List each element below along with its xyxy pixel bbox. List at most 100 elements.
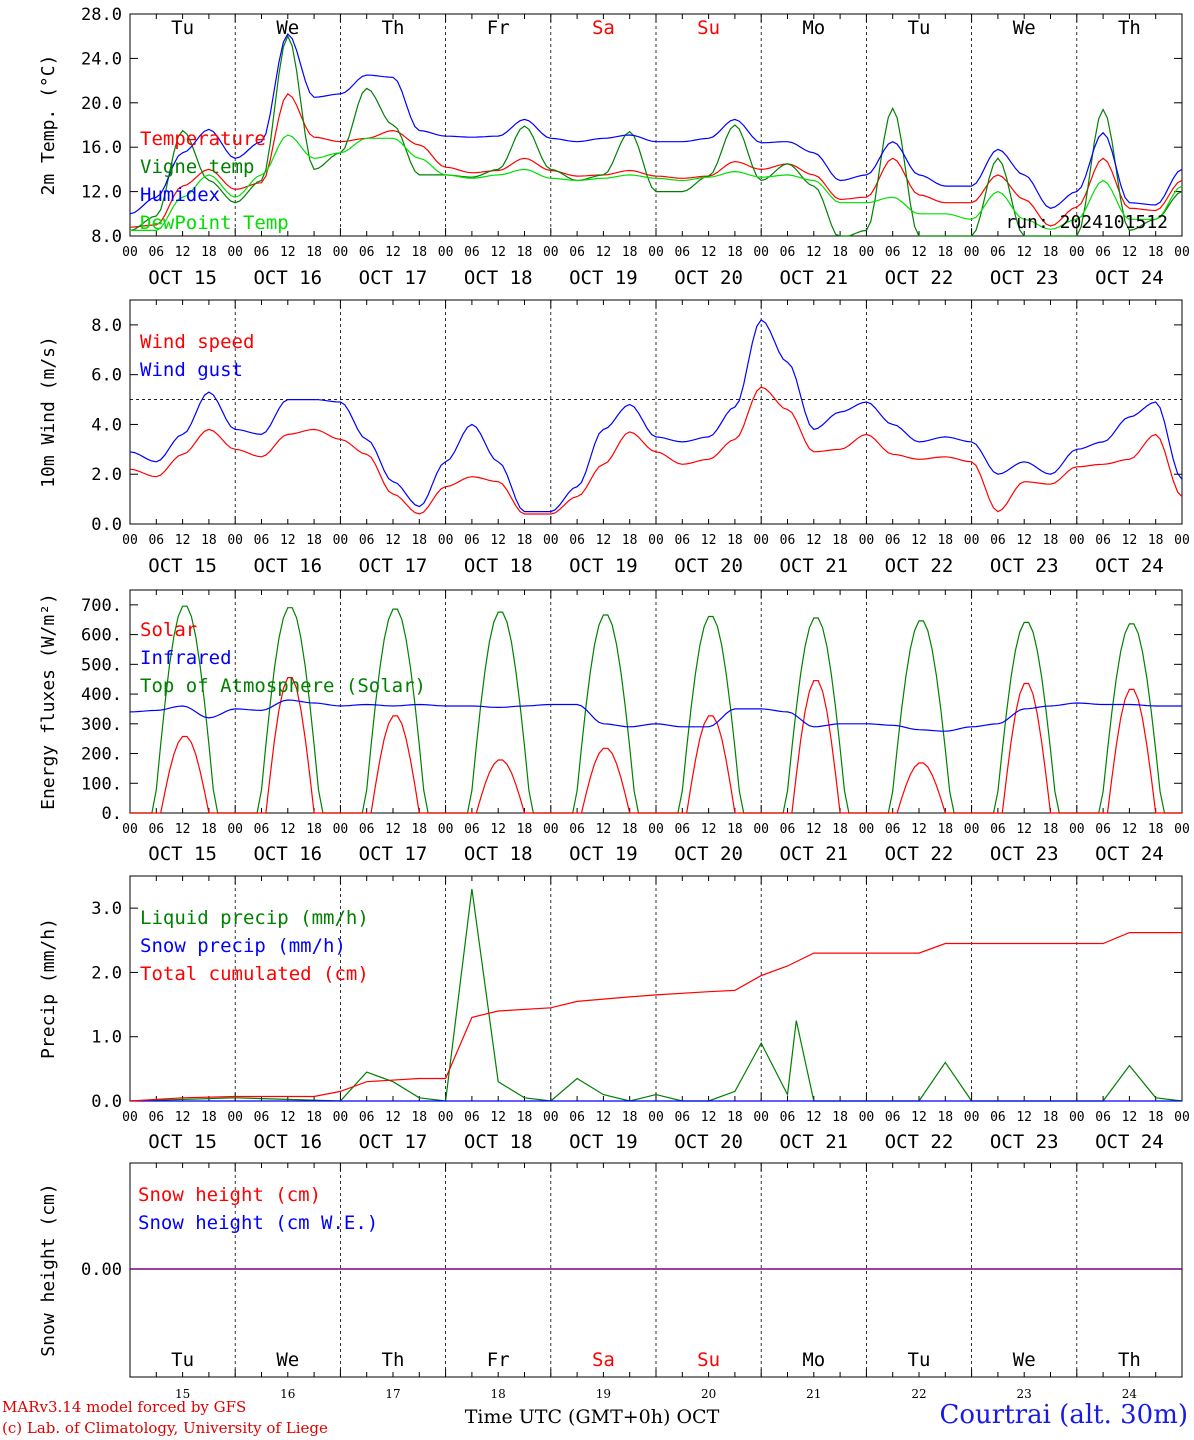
hour-label: 00 <box>1069 533 1085 548</box>
date-label: OCT 18 <box>464 267 533 289</box>
credit-lab: (c) Lab. of Climatology, University of L… <box>2 1419 328 1437</box>
cumulated-precip-line <box>129 931 1182 1102</box>
date-label: OCT 24 <box>1095 267 1164 289</box>
y-tick-label: 12.0 <box>81 183 122 203</box>
hour-label: 06 <box>885 245 901 260</box>
weekday-label: Mo <box>802 17 825 39</box>
hour-label: 18 <box>306 822 322 837</box>
location-label: Courtrai (alt. 30m) <box>939 1400 1189 1430</box>
hour-label: 12 <box>1016 533 1032 548</box>
weekday-label: Tu <box>908 1349 931 1371</box>
series-line <box>129 93 1183 228</box>
hour-label: 00 <box>753 822 769 837</box>
legend-entry: Top of Atmosphere (Solar) <box>140 675 426 697</box>
hour-label: 00 <box>859 822 875 837</box>
weekday-label: Th <box>382 17 405 39</box>
hour-label: 00 <box>964 1110 980 1125</box>
hour-label: 12 <box>385 245 401 260</box>
hour-label: 06 <box>464 533 480 548</box>
date-label: OCT 21 <box>779 555 848 577</box>
legend-entry: Wind speed <box>140 331 254 353</box>
series-line <box>129 386 1183 515</box>
y-tick-label: 1.0 <box>91 1028 122 1048</box>
date-label: OCT 15 <box>148 1131 217 1153</box>
hour-label: 06 <box>780 245 796 260</box>
hour-label: 00 <box>438 822 454 837</box>
hour-label: 18 <box>201 822 217 837</box>
hour-label: 00 <box>648 822 664 837</box>
day-number-label: 20 <box>701 1387 716 1401</box>
y-axis-label-temp: 2m Temp. (°C) <box>38 55 59 196</box>
hour-label: 12 <box>490 533 506 548</box>
weekday-label: Fr <box>487 1349 510 1371</box>
hour-label: 00 <box>438 245 454 260</box>
hour-label: 18 <box>517 533 533 548</box>
legend-entry: Humidex <box>140 184 220 206</box>
date-label: OCT 18 <box>464 555 533 577</box>
hour-label: 00 <box>122 822 138 837</box>
infrared-line <box>129 699 1182 732</box>
hour-label: 00 <box>438 1110 454 1125</box>
y-axis-label-energy: Energy fluxes (W/m²) <box>38 593 59 810</box>
date-label: OCT 19 <box>569 555 638 577</box>
run-annotation: run: 2024101512 <box>1005 212 1168 233</box>
date-label: OCT 17 <box>359 555 428 577</box>
hour-label: 18 <box>622 533 638 548</box>
day-number-label: 19 <box>596 1387 611 1401</box>
hour-label: 06 <box>148 245 164 260</box>
hour-label: 00 <box>543 245 559 260</box>
hour-label: 12 <box>1122 822 1138 837</box>
hour-label: 18 <box>1043 822 1059 837</box>
date-label: OCT 19 <box>569 1131 638 1153</box>
hour-label: 12 <box>806 822 822 837</box>
hour-label: 18 <box>306 533 322 548</box>
hour-label: 00 <box>859 533 875 548</box>
hour-label: 00 <box>543 533 559 548</box>
y-tick-label: 0.0 <box>91 1092 122 1112</box>
hour-label: 18 <box>937 245 953 260</box>
hour-label: 06 <box>359 1110 375 1125</box>
date-label: OCT 20 <box>674 267 743 289</box>
weekday-label: Mo <box>802 1349 825 1371</box>
date-label: OCT 18 <box>464 1131 533 1153</box>
hour-label: 12 <box>701 1110 717 1125</box>
hour-label: 18 <box>517 822 533 837</box>
legend-entry: Snow height (cm W.E.) <box>138 1212 378 1234</box>
hour-label: 00 <box>1174 533 1190 548</box>
date-label: OCT 18 <box>464 843 533 865</box>
hour-label: 00 <box>227 1110 243 1125</box>
hour-label: 18 <box>832 1110 848 1125</box>
date-label: OCT 23 <box>990 555 1059 577</box>
hour-label: 00 <box>333 822 349 837</box>
date-label: OCT 16 <box>253 267 322 289</box>
hour-label: 06 <box>674 533 690 548</box>
hour-label: 12 <box>911 245 927 260</box>
hour-label: 18 <box>1043 245 1059 260</box>
hour-label: 12 <box>596 245 612 260</box>
y-axis-label-precip: Precip (mm/h) <box>38 918 59 1059</box>
hour-label: 18 <box>1043 533 1059 548</box>
hour-label: 18 <box>1043 1110 1059 1125</box>
hour-label: 06 <box>885 1110 901 1125</box>
y-tick-label: 24.0 <box>81 49 122 69</box>
hour-label: 18 <box>1148 245 1164 260</box>
hour-label: 00 <box>964 533 980 548</box>
weekday-label: Th <box>1118 17 1141 39</box>
hour-label: 00 <box>753 245 769 260</box>
y-tick-label: 28.0 <box>81 5 122 25</box>
hour-label: 06 <box>569 1110 585 1125</box>
y-tick-label: 8.0 <box>91 227 122 247</box>
hour-label: 12 <box>280 822 296 837</box>
y-tick-label: 8.0 <box>91 316 122 336</box>
hour-label: 00 <box>227 533 243 548</box>
hour-label: 00 <box>333 1110 349 1125</box>
hour-label: 06 <box>148 822 164 837</box>
date-label: OCT 23 <box>990 843 1059 865</box>
hour-label: 12 <box>1122 1110 1138 1125</box>
hour-label: 12 <box>1016 1110 1032 1125</box>
hour-label: 06 <box>464 245 480 260</box>
weekday-label: We <box>276 1349 299 1371</box>
hour-label: 12 <box>490 245 506 260</box>
date-label: OCT 17 <box>359 267 428 289</box>
hour-label: 00 <box>122 533 138 548</box>
